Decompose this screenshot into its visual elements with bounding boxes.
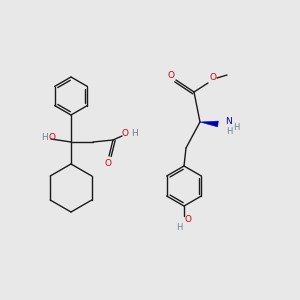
- Text: H: H: [226, 127, 232, 136]
- Text: O: O: [104, 158, 112, 167]
- Text: O: O: [184, 215, 191, 224]
- Text: O: O: [49, 134, 56, 142]
- Text: H: H: [233, 122, 239, 131]
- Text: H: H: [40, 134, 47, 142]
- Polygon shape: [200, 121, 218, 127]
- Text: O: O: [167, 71, 175, 80]
- Text: H: H: [130, 130, 137, 139]
- Text: H: H: [176, 223, 182, 232]
- Text: N: N: [225, 118, 231, 127]
- Text: O: O: [122, 130, 128, 139]
- Text: O: O: [209, 74, 217, 82]
